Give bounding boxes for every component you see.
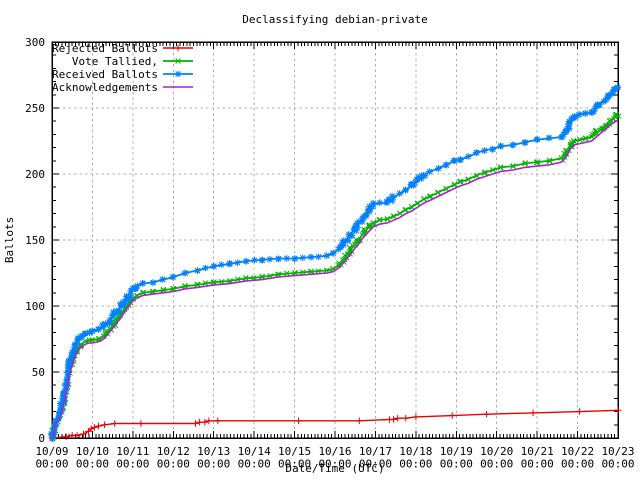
legend-marker-sample (174, 44, 182, 52)
y-tick-label: 250 (25, 102, 45, 115)
plot-area-border (51, 41, 619, 439)
x-tick-label-date: 10/12 (157, 445, 190, 458)
x-tick-label-date: 10/11 (116, 445, 149, 458)
x-tick-label-date: 10/18 (399, 445, 432, 458)
x-tick-label-date: 10/15 (278, 445, 311, 458)
x-tick-label-time: 00:00 (601, 458, 634, 471)
x-axis-label: Date/Time (UTC) (285, 462, 384, 475)
x-tick-label-date: 10/14 (238, 445, 271, 458)
x-tick-label-time: 00:00 (561, 458, 594, 471)
y-tick-label: 50 (32, 366, 45, 379)
x-tick-labels: 10/0900:0010/1000:0010/1100:0010/1200:00… (35, 445, 634, 471)
series-line-acknowledgements (51, 119, 619, 439)
y-axis-label: Ballots (3, 217, 16, 263)
x-tick-label-date: 10/09 (35, 445, 68, 458)
x-tick-label-date: 10/23 (601, 445, 634, 458)
x-tick-label-time: 00:00 (76, 458, 109, 471)
y-tick-label: 300 (25, 36, 45, 49)
series-markers-vote-tallied (49, 111, 622, 441)
series-vote-tallied (49, 111, 622, 441)
legend-label: Vote Tallied, (72, 55, 158, 68)
chart-title: Declassifying debian-private (242, 13, 427, 26)
generated-plot-layers: 10/0900:0010/1000:0010/1100:0010/1200:00… (25, 36, 634, 471)
y-tick-label: 100 (25, 300, 45, 313)
legend-label: Acknowledgements (52, 81, 158, 94)
x-tick-label-time: 00:00 (278, 458, 311, 471)
x-tick-label-time: 00:00 (116, 458, 149, 471)
y-tick-label: 150 (25, 234, 45, 247)
x-tick-label-date: 10/10 (76, 445, 109, 458)
x-tick-label-date: 10/20 (480, 445, 513, 458)
x-tick-label-time: 00:00 (197, 458, 230, 471)
x-tick-label-time: 00:00 (521, 458, 554, 471)
series-acknowledgements (51, 119, 619, 439)
y-tick-label: 200 (25, 168, 45, 181)
x-tick-label-time: 00:00 (318, 458, 351, 471)
x-tick-label-time: 00:00 (359, 458, 392, 471)
x-tick-label-time: 00:00 (238, 458, 271, 471)
x-tick-label-time: 00:00 (480, 458, 513, 471)
x-tick-label-date: 10/16 (318, 445, 351, 458)
x-tick-label-time: 00:00 (440, 458, 473, 471)
legend-label: Received Ballots (52, 68, 158, 81)
grid (51, 41, 619, 439)
legend-label: Rejected Ballots (52, 42, 158, 55)
x-tick-label-date: 10/22 (561, 445, 594, 458)
series-received-ballots (47, 83, 621, 443)
x-tick-label-date: 10/13 (197, 445, 230, 458)
x-tick-label-date: 10/19 (440, 445, 473, 458)
series-markers-received-ballots (47, 83, 621, 443)
x-tick-label-date: 10/17 (359, 445, 392, 458)
x-tick-label-time: 00:00 (157, 458, 190, 471)
y-tick-labels: 0 50 100 150 200 250 300 (25, 36, 45, 445)
x-tick-label-date: 10/21 (521, 445, 554, 458)
y-tick-label: 0 (38, 432, 45, 445)
legend-marker-sample (174, 70, 182, 78)
x-tick-label-time: 00:00 (35, 458, 68, 471)
x-tick-label-time: 00:00 (399, 458, 432, 471)
legend-marker-sample (175, 58, 181, 64)
